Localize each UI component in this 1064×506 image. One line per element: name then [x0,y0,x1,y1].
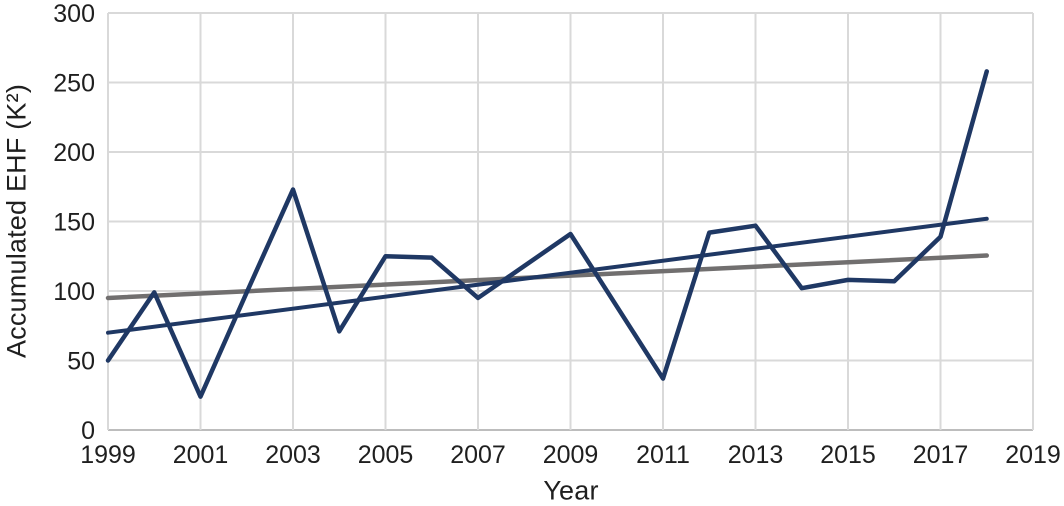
y-tick-label: 100 [53,278,95,306]
x-tick-label: 2005 [358,441,414,469]
x-tick-label: 2015 [820,441,876,469]
series-linear-trend [106,216,989,335]
x-tick-label: 2019 [1005,441,1061,469]
x-tick-label: 2013 [728,441,784,469]
y-axis-title: Accumulated EHF (K²) [1,83,32,359]
x-tick-label: 2001 [173,441,229,469]
y-tick-label: 300 [53,0,95,28]
x-tick-label: 1999 [80,441,136,469]
y-tick-label: 200 [53,139,95,167]
x-tick-label: 2011 [636,441,690,469]
y-tick-label: 0 [81,417,95,445]
x-tick-label: 2009 [543,441,599,469]
x-axis-title: Year [543,475,599,506]
y-tick-label: 150 [53,209,95,237]
y-tick-label: 50 [67,348,95,376]
x-tick-label: 2017 [913,441,969,469]
x-tick-label: 2003 [265,441,321,469]
x-tick-label: 2007 [450,441,506,469]
y-tick-label: 250 [53,70,95,98]
series-annual-accumulated-ehf [105,69,989,399]
